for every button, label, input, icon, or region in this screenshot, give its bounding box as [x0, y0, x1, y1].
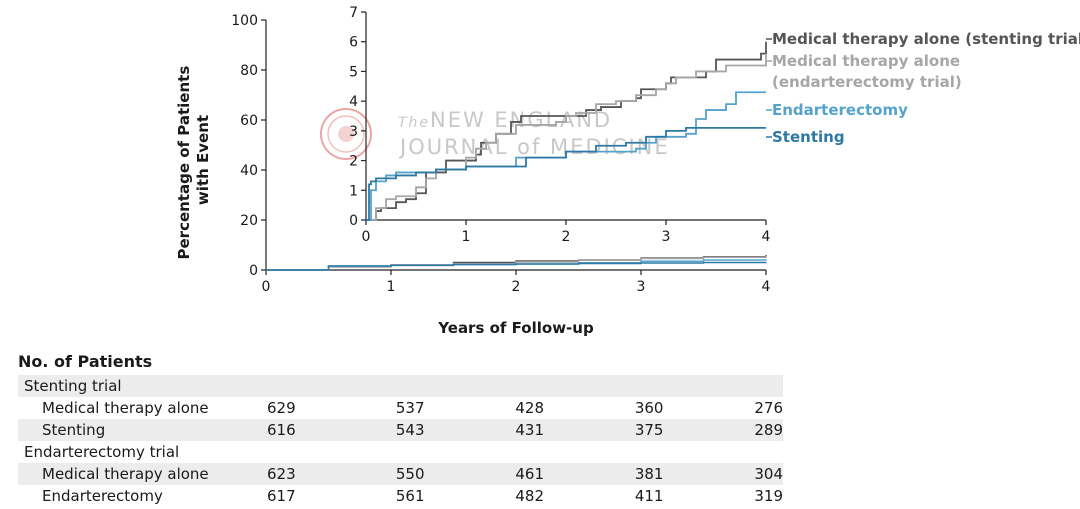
- row-label: Endarterectomy: [42, 487, 163, 505]
- survival-chart: The NEW ENGLAND JOURNAL of MEDICINE 0 1 2 3…: [175, 5, 1080, 337]
- row-value: 319: [754, 487, 783, 505]
- row-value: 304: [663, 463, 783, 485]
- main-y-tick-label: 60: [240, 113, 258, 129]
- inset-x-tick-label: 2: [562, 229, 571, 245]
- seal-logo: [320, 108, 372, 160]
- inset-series: [366, 41, 767, 221]
- row-label: Stenting: [18, 419, 247, 441]
- group-label: Endarterectomy trial: [24, 443, 180, 461]
- inset-x-tick-label: 0: [362, 229, 371, 245]
- row-value: 461: [424, 463, 544, 485]
- main-y-tick-label: 80: [240, 63, 258, 79]
- main-y-tick-label: 0: [249, 263, 258, 279]
- main-y-tick-label: 40: [240, 163, 258, 179]
- inset-y-tick-label: 1: [349, 183, 358, 199]
- inset-y-tick-label: 7: [349, 5, 358, 21]
- row-value: 623: [246, 463, 296, 485]
- main-x-tick-label: 4: [762, 279, 771, 295]
- row-value: 543: [295, 419, 425, 441]
- legend-label-1-1: (endarterectomy trial): [772, 73, 962, 91]
- row-label: Medical therapy alone: [42, 399, 209, 417]
- table-group-row: Endarterectomy trial: [18, 441, 783, 463]
- main-x-tick-label: 2: [512, 279, 521, 295]
- row-value: 537: [395, 399, 425, 417]
- y-axis-title-line2: with Event: [194, 115, 212, 205]
- table-group-row: Stenting trial: [18, 375, 783, 397]
- legend-label-3-0: Stenting: [772, 128, 845, 146]
- row-value: 381: [544, 463, 664, 485]
- main-series-line-1: [266, 256, 767, 271]
- legend-label-2-0: Endarterectomy: [772, 101, 908, 119]
- watermark-line2: JOURNAL of MEDICINE: [398, 135, 670, 159]
- row-value: 289: [663, 419, 783, 441]
- row-value: 629: [267, 399, 296, 417]
- legend: Medical therapy alone (stenting trial) Me…: [766, 30, 1080, 146]
- row-value: 375: [544, 419, 664, 441]
- y-axis-title: Percentage of Patients with Event: [175, 61, 212, 260]
- patients-grid: Stenting trial Medical therapy alone 629 53…: [18, 375, 783, 507]
- inset-y-tick-label: 6: [349, 35, 358, 51]
- inset-x-tick-label: 4: [762, 229, 771, 245]
- inset-x-tick-label: 3: [662, 229, 671, 245]
- journal-watermark: The NEW ENGLAND JOURNAL of MEDICINE: [320, 108, 670, 160]
- table-row: Medical therapy alone 629 537 428 360 276: [18, 397, 783, 419]
- table-row: Endarterectomy 617 561 482 411 319: [18, 485, 783, 507]
- row-label: Medical therapy alone: [18, 463, 247, 485]
- inset-x-tick-label: 1: [462, 229, 471, 245]
- row-value: 617: [267, 487, 296, 505]
- row-value: 360: [634, 399, 664, 417]
- main-x-tick-label: 3: [637, 279, 646, 295]
- main-x-tick-label: 0: [262, 279, 271, 295]
- inset-y-tick-label: 0: [349, 213, 358, 229]
- patients-table-title: No. of Patients: [18, 352, 153, 371]
- y-axis-title-line1: Percentage of Patients: [175, 66, 193, 260]
- table-row: Stenting 616 543 431 375 289: [18, 419, 783, 441]
- row-value: 550: [295, 463, 425, 485]
- legend-label-1-0: Medical therapy alone: [772, 52, 960, 70]
- inset-y-tick-label: 2: [349, 154, 358, 170]
- row-value: 276: [754, 399, 783, 417]
- watermark-line1: NEW ENGLAND: [430, 108, 612, 132]
- legend-label-0-0: Medical therapy alone (stenting trial): [772, 30, 1080, 48]
- watermark-the: The: [398, 115, 430, 131]
- main-x-tick-label: 1: [387, 279, 396, 295]
- group-label: Stenting trial: [18, 375, 783, 397]
- main-y-tick-label: 20: [240, 213, 258, 229]
- table-row: Medical therapy alone 623 550 461 381 304: [18, 463, 783, 485]
- inset-y-tick-label: 3: [349, 124, 358, 140]
- main-series-line-3: [266, 261, 767, 271]
- row-value: 431: [424, 419, 544, 441]
- inset-y-tick-label: 5: [349, 64, 358, 80]
- main-series: [266, 255, 767, 271]
- inset-series-line-3: [366, 126, 766, 221]
- x-axis-title: Years of Follow-up: [437, 319, 594, 337]
- row-value: 411: [634, 487, 664, 505]
- inset-y-tick-label: 4: [349, 94, 358, 110]
- row-value: 482: [515, 487, 544, 505]
- row-value: 428: [515, 399, 544, 417]
- main-y-tick-label: 100: [231, 13, 258, 29]
- patients-table: No. of Patients Stenting trial Medical th…: [18, 352, 783, 507]
- row-value: 561: [395, 487, 425, 505]
- inset-series-line-1: [366, 53, 767, 221]
- inset-axes: 0 1 2 3 4 0 1 2 3 4 5 6 7: [349, 5, 770, 245]
- row-value: 616: [246, 419, 296, 441]
